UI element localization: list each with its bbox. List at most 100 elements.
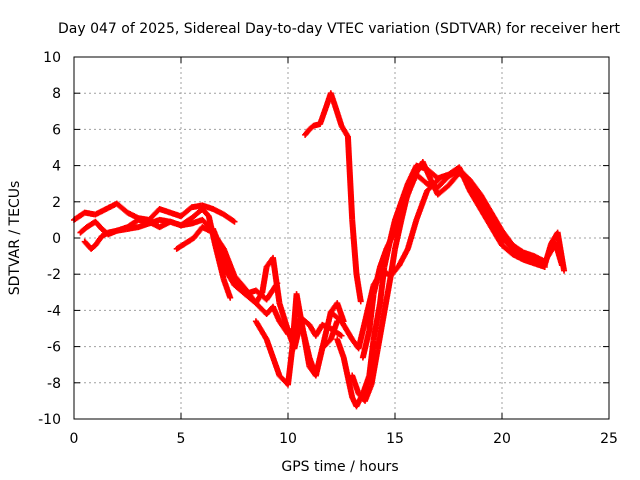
data-point [359,328,372,361]
x-axis-title: GPS time / hours [281,459,398,475]
axis-ticks: -10 -8 -6 -4 -2 0 2 4 6 8 10 0 5 10 15 20 25 [38,50,618,447]
data-point [88,243,98,252]
y-tick-label: 6 [52,122,61,138]
y-tick-label: 0 [52,231,61,247]
data-point [210,225,227,258]
data-point [541,241,554,269]
data-point [499,235,515,251]
data-point [327,309,344,324]
data-point [370,301,383,343]
data-point [113,200,130,215]
y-tick-label: -6 [47,340,61,356]
y-tick-label: -2 [47,267,61,283]
data-point [392,218,405,252]
data-point [398,193,411,214]
grid-lines [74,57,609,419]
data-point [387,263,402,280]
data-point [383,229,398,252]
data-point [359,373,372,397]
series-satellite-arc-1 [71,200,238,225]
data-point [404,218,419,252]
data-point [355,319,368,352]
data-point [338,332,345,339]
data-point [434,183,451,198]
data-point [377,247,389,270]
data-point [561,267,568,274]
data-point [456,169,472,186]
data-point [392,209,404,234]
data-point [499,227,515,248]
data-point [332,102,345,128]
x-tick-label: 20 [493,431,511,447]
data-point [178,205,194,220]
data-point [220,211,237,224]
data-point [349,216,360,276]
data-point [499,242,515,257]
data-point [285,346,296,388]
x-tick-label: 0 [70,431,79,447]
data-point [270,303,282,323]
data-point [374,310,388,352]
data-point [270,354,282,378]
data-point [424,178,440,194]
data-point [92,218,104,231]
data-point [327,319,340,343]
data-point [338,318,355,342]
series-satellite-arc-6 [252,291,347,388]
data-point [357,298,364,305]
data-point [220,253,237,282]
data-point [370,268,385,289]
data-point [477,191,494,215]
data-point [306,123,316,133]
data-point [263,336,276,360]
data-point [456,166,472,182]
data-point [231,218,238,225]
data-point [554,229,567,273]
data-point [413,189,430,223]
series-satellite-arc-8 [334,162,548,410]
data-point [509,245,526,259]
data-point [466,180,483,204]
data-point [334,336,347,360]
series-satellite-arc-10 [359,158,568,361]
data-point [488,216,505,240]
data-point [252,318,269,342]
data-point [276,300,291,332]
data-point [302,127,312,138]
data-point [434,177,441,184]
y-tick-label: 8 [52,86,61,102]
data-point [77,225,89,236]
data-point [368,346,381,388]
data-point [317,104,330,127]
data-point [319,310,334,352]
data-point [220,263,237,287]
data-point [334,300,347,323]
x-tick-label: 25 [600,431,618,447]
y-tick-label: 2 [52,195,61,211]
data-point [92,234,104,249]
data-point [404,171,419,198]
series-satellite-arc-4 [173,224,345,339]
data-points [71,90,568,410]
data-point [259,265,270,296]
data-point [340,354,355,399]
data-point [353,271,364,303]
data-point [404,163,419,187]
data-point [220,276,233,300]
data-point [477,206,494,229]
series-satellite-arc-3 [81,216,281,303]
data-point [509,242,526,255]
data-point [445,170,462,189]
x-tick-label: 15 [386,431,404,447]
data-point [227,294,234,301]
y-tick-label: -8 [47,376,61,392]
data-point [381,274,394,316]
data-point [252,290,265,307]
chart-title: Day 047 of 2025, Sidereal Day-to-day VTE… [58,21,620,37]
y-tick-label: -4 [47,303,61,319]
data-point [344,133,356,222]
data-point [434,174,451,191]
data-point [231,276,248,296]
data-point [349,372,362,396]
